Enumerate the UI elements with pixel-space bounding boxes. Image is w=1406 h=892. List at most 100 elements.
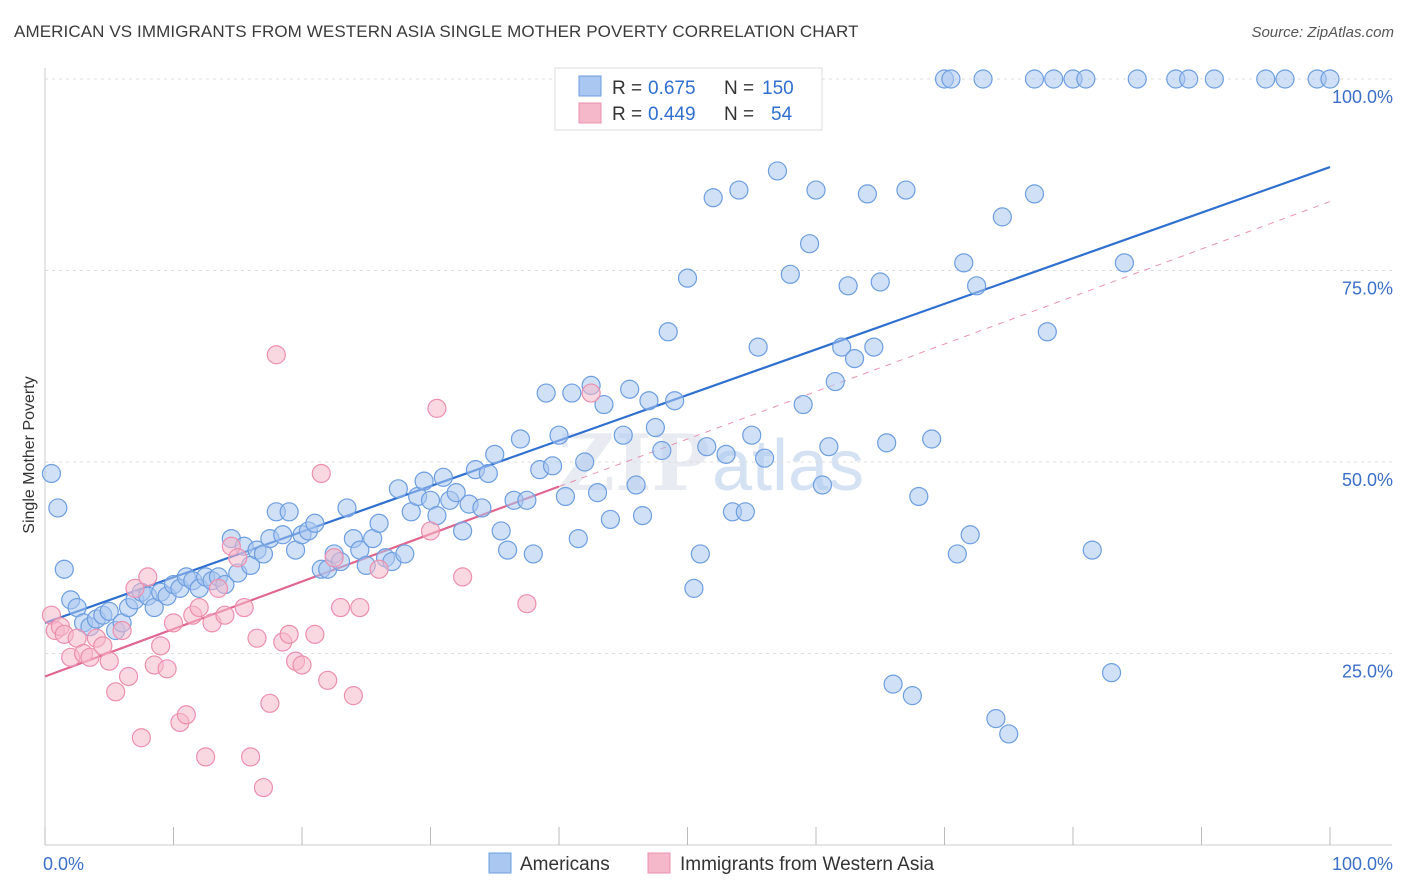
american-point-94: [652, 440, 672, 461]
american-point-55: [395, 544, 415, 564]
x-tick-label-max: 100.0%: [1332, 854, 1393, 874]
american-point-116: [819, 437, 839, 457]
american-point-105: [735, 502, 755, 522]
immigrant-point-44: [324, 548, 344, 568]
american-point-91: [632, 506, 653, 526]
y-axis-title: Single Mother Poverty: [21, 376, 38, 533]
immigrant-point-19: [157, 659, 177, 679]
immigrant-point-36: [266, 345, 286, 365]
american-point-86: [594, 394, 614, 415]
legend-n-label-2: N =: [724, 104, 754, 125]
immigrant-point-24: [189, 597, 209, 618]
american-point-151: [1179, 69, 1199, 89]
american-point-2: [54, 559, 74, 579]
immigrant-point-45: [330, 597, 351, 618]
american-point-78: [542, 456, 563, 476]
legend-swatch-americans: [578, 75, 602, 97]
american-point-147: [1101, 663, 1122, 683]
american-point-140: [1024, 184, 1045, 204]
american-point-123: [870, 272, 890, 292]
american-point-137: [986, 709, 1006, 729]
immigrant-point-52: [517, 594, 537, 614]
american-point-68: [478, 463, 498, 484]
immigrant-point-15: [131, 728, 151, 748]
immigrant-point-38: [279, 624, 299, 644]
american-point-77: [536, 383, 556, 403]
x-tick-label-min: 0.0%: [43, 854, 84, 874]
american-point-119: [838, 276, 858, 296]
american-point-87: [600, 509, 621, 530]
american-point-110: [780, 264, 800, 284]
american-point-79: [549, 425, 569, 445]
legend-r-value-1: 0.675: [648, 78, 696, 99]
american-point-138: [992, 207, 1012, 227]
american-point-141: [1024, 69, 1045, 89]
chart-source: Source: ZipAtlas.com: [1251, 24, 1394, 41]
immigrant-point-10: [99, 651, 119, 671]
immigrant-point-14: [125, 578, 145, 598]
immigrant-point-46: [343, 686, 363, 706]
immigrant-point-31: [234, 597, 254, 618]
american-point-109: [767, 161, 788, 181]
american-point-67: [472, 498, 492, 518]
american-point-102: [716, 444, 736, 464]
american-point-155: [1320, 69, 1340, 89]
american-point-156: [1275, 69, 1295, 89]
y-tick-label-50: 50.0%: [1342, 470, 1393, 490]
american-point-127: [902, 686, 922, 706]
chart-title: AMERICAN VS IMMIGRANTS FROM WESTERN ASIA…: [14, 22, 859, 41]
legend-n-value-1: 150: [762, 78, 794, 99]
american-point-75: [523, 544, 543, 564]
american-point-69: [485, 444, 505, 464]
immigrant-point-27: [208, 578, 229, 598]
american-point-36: [273, 525, 293, 545]
bottom-legend-swatch-americans: [488, 852, 512, 874]
immigrants-trend-line: [44, 485, 560, 678]
american-point-41: [305, 513, 325, 533]
american-point-142: [1037, 322, 1057, 342]
legend-r-label-2: R =: [612, 104, 642, 125]
american-point-71: [498, 540, 518, 560]
american-point-97: [677, 268, 698, 288]
american-point-148: [1114, 253, 1135, 273]
immigrant-point-28: [215, 605, 235, 625]
legend-r-label-1: R =: [612, 78, 642, 99]
immigrant-point-11: [106, 682, 126, 702]
american-point-129: [922, 429, 942, 449]
y-tick-labels: 25.0% 50.0% 75.0% 100.0%: [1332, 87, 1393, 682]
immigrant-point-33: [247, 628, 267, 648]
american-point-98: [684, 578, 704, 598]
american-point-104: [729, 180, 749, 200]
data-points: [41, 69, 1340, 798]
legend-n-value-2: 54: [771, 104, 793, 125]
american-point-61: [433, 467, 453, 487]
american-point-146: [1082, 540, 1102, 560]
american-point-73: [510, 429, 531, 449]
immigrant-point-20: [163, 613, 184, 633]
american-point-93: [645, 417, 665, 438]
american-point-113: [799, 234, 820, 254]
american-point-83: [575, 452, 595, 472]
x-tick-labels: 0.0% 100.0%: [43, 854, 1393, 874]
immigrant-point-25: [196, 747, 216, 767]
american-point-64: [453, 521, 473, 541]
american-point-74: [517, 490, 537, 510]
american-point-88: [613, 425, 633, 445]
immigrant-point-51: [453, 567, 473, 587]
immigrant-point-34: [253, 777, 274, 798]
legend-r-value-2: 0.449: [648, 104, 696, 125]
immigrant-point-30: [228, 548, 248, 568]
y-tick-label-100: 100.0%: [1332, 87, 1393, 107]
immigrant-point-40: [292, 655, 312, 675]
immigrant-point-32: [241, 747, 261, 767]
american-point-54: [388, 479, 408, 499]
american-point-89: [620, 379, 640, 399]
immigrant-point-50: [427, 398, 447, 418]
american-point-115: [812, 475, 833, 495]
american-point-108: [754, 448, 775, 468]
american-point-63: [446, 483, 466, 503]
american-point-80: [555, 486, 576, 507]
bottom-legend-swatch-immigrants: [647, 852, 671, 874]
immigrant-point-12: [112, 620, 132, 641]
